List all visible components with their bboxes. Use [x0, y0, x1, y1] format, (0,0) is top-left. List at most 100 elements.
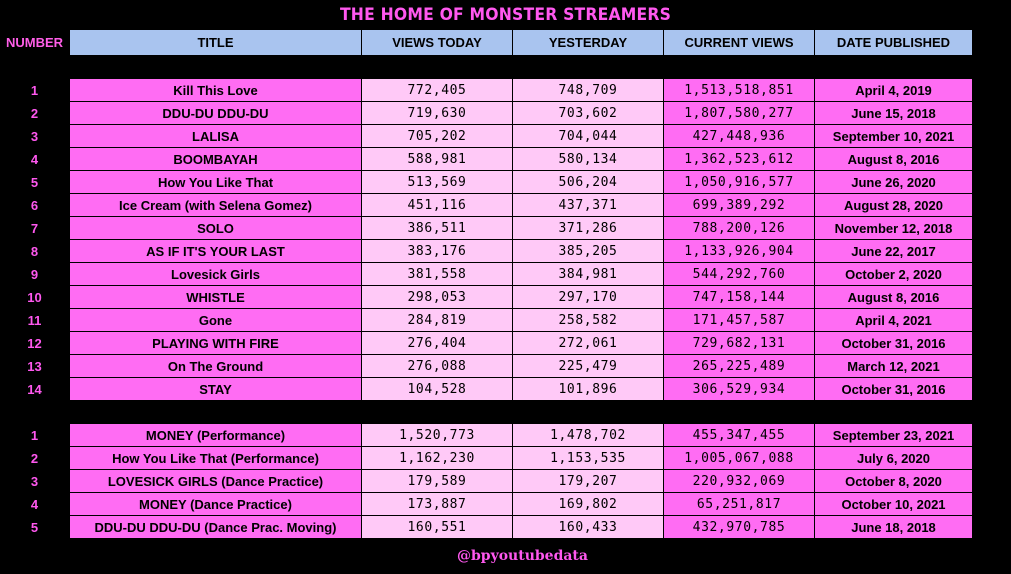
row-current-views: 1,513,518,851: [664, 79, 815, 102]
row-number: 3: [0, 470, 70, 493]
row-current-views: 65,251,817: [664, 493, 815, 516]
row-views-today: 451,116: [362, 194, 513, 217]
row-yesterday: 258,582: [513, 309, 664, 332]
row-spacer: [973, 447, 1011, 470]
row-number: 1: [0, 424, 70, 447]
row-number: 4: [0, 148, 70, 171]
row-title: Gone: [70, 309, 362, 332]
row-title: AS IF IT'S YOUR LAST: [70, 240, 362, 263]
header-views-today: VIEWS TODAY: [362, 30, 513, 56]
row-title: On The Ground: [70, 355, 362, 378]
stats-table: NUMBER TITLE VIEWS TODAY YESTERDAY CURRE…: [0, 30, 1011, 539]
row-title: BOOMBAYAH: [70, 148, 362, 171]
row-number: 2: [0, 102, 70, 125]
row-title: STAY: [70, 378, 362, 401]
row-yesterday: 225,479: [513, 355, 664, 378]
row-views-today: 772,405: [362, 79, 513, 102]
row-date-published: October 2, 2020: [815, 263, 973, 286]
row-date-published: September 10, 2021: [815, 125, 973, 148]
row-current-views: 1,807,580,277: [664, 102, 815, 125]
row-date-published: June 18, 2018: [815, 516, 973, 539]
row-yesterday: 506,204: [513, 171, 664, 194]
row-yesterday: 704,044: [513, 125, 664, 148]
row-current-views: 171,457,587: [664, 309, 815, 332]
row-current-views: 544,292,760: [664, 263, 815, 286]
row-number: 1: [0, 79, 70, 102]
row-date-published: August 8, 2016: [815, 148, 973, 171]
row-spacer: [973, 355, 1011, 378]
row-spacer: [973, 171, 1011, 194]
row-yesterday: 169,802: [513, 493, 664, 516]
row-views-today: 276,088: [362, 355, 513, 378]
header-yesterday: YESTERDAY: [513, 30, 664, 56]
row-date-published: March 12, 2021: [815, 355, 973, 378]
row-current-views: 788,200,126: [664, 217, 815, 240]
row-current-views: 699,389,292: [664, 194, 815, 217]
row-number: 13: [0, 355, 70, 378]
header-spacer: [973, 30, 1011, 56]
row-current-views: 220,932,069: [664, 470, 815, 493]
row-date-published: August 8, 2016: [815, 286, 973, 309]
row-date-published: October 31, 2016: [815, 332, 973, 355]
row-views-today: 383,176: [362, 240, 513, 263]
row-current-views: 1,133,926,904: [664, 240, 815, 263]
row-spacer: [973, 516, 1011, 539]
row-spacer: [973, 309, 1011, 332]
row-yesterday: 297,170: [513, 286, 664, 309]
row-views-today: 284,819: [362, 309, 513, 332]
row-spacer: [973, 378, 1011, 401]
row-number: 14: [0, 378, 70, 401]
row-number: 8: [0, 240, 70, 263]
row-title: How You Like That (Performance): [70, 447, 362, 470]
row-date-published: September 23, 2021: [815, 424, 973, 447]
row-current-views: 1,005,067,088: [664, 447, 815, 470]
row-spacer: [973, 148, 1011, 171]
row-yesterday: 437,371: [513, 194, 664, 217]
section-label: DANCE PRACTICE / PERFORMANCE VIDEOS: [70, 401, 973, 424]
row-number: 9: [0, 263, 70, 286]
row-number: 2: [0, 447, 70, 470]
row-yesterday: 160,433: [513, 516, 664, 539]
row-yesterday: 272,061: [513, 332, 664, 355]
row-date-published: October 10, 2021: [815, 493, 973, 516]
row-views-today: 381,558: [362, 263, 513, 286]
row-spacer: [973, 125, 1011, 148]
section-spacer-right: [973, 401, 1011, 424]
row-current-views: 1,050,916,577: [664, 171, 815, 194]
row-spacer: [973, 240, 1011, 263]
row-date-published: June 22, 2017: [815, 240, 973, 263]
row-spacer: [973, 286, 1011, 309]
row-views-today: 1,520,773: [362, 424, 513, 447]
row-spacer: [973, 217, 1011, 240]
row-views-today: 104,528: [362, 378, 513, 401]
row-spacer: [973, 194, 1011, 217]
row-views-today: 160,551: [362, 516, 513, 539]
section-label: MUSIC VIDEOS: [70, 56, 973, 79]
row-yesterday: 179,207: [513, 470, 664, 493]
row-views-today: 588,981: [362, 148, 513, 171]
row-yesterday: 703,602: [513, 102, 664, 125]
row-current-views: 306,529,934: [664, 378, 815, 401]
row-number: 6: [0, 194, 70, 217]
row-current-views: 729,682,131: [664, 332, 815, 355]
row-yesterday: 1,478,702: [513, 424, 664, 447]
row-views-today: 513,569: [362, 171, 513, 194]
row-current-views: 432,970,785: [664, 516, 815, 539]
row-title: Kill This Love: [70, 79, 362, 102]
section-spacer-left: [0, 56, 70, 79]
row-current-views: 747,158,144: [664, 286, 815, 309]
row-title: LOVESICK GIRLS (Dance Practice): [70, 470, 362, 493]
row-spacer: [973, 263, 1011, 286]
row-spacer: [973, 332, 1011, 355]
row-title: LALISA: [70, 125, 362, 148]
row-views-today: 1,162,230: [362, 447, 513, 470]
header-current-views: CURRENT VIEWS: [664, 30, 815, 56]
row-yesterday: 384,981: [513, 263, 664, 286]
row-current-views: 1,362,523,612: [664, 148, 815, 171]
row-number: 11: [0, 309, 70, 332]
row-current-views: 427,448,936: [664, 125, 815, 148]
row-yesterday: 371,286: [513, 217, 664, 240]
page-title: THE HOME OF MONSTER STREAMERS: [339, 5, 672, 25]
header-number: NUMBER: [0, 30, 70, 56]
